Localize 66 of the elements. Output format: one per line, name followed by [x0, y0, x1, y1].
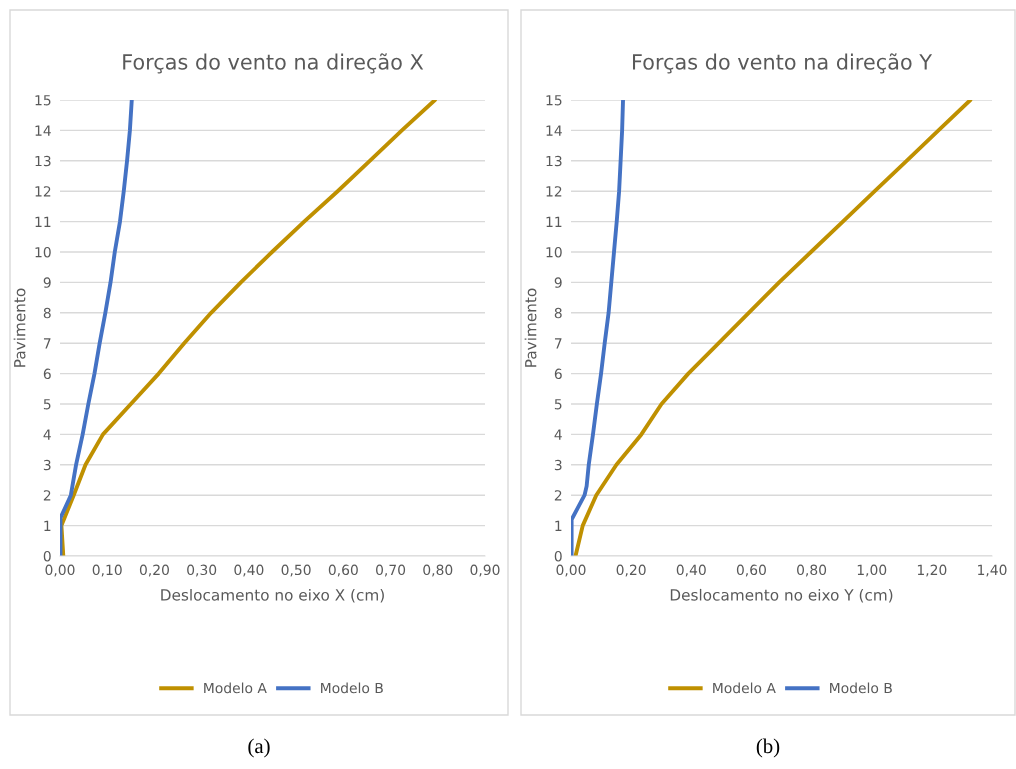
y-tick-label: 1 [44, 520, 51, 531]
legend-label: Modelo B [321, 682, 383, 694]
x-tick-label: 0,70 [376, 564, 406, 577]
text: (b) [756, 738, 780, 758]
y-tick-label: 0 [554, 550, 562, 562]
y-tick-label: 8 [554, 307, 562, 319]
x-tick-label: 0,00 [556, 564, 586, 577]
y-tick-label: 13 [35, 155, 51, 167]
y-tick-label: 1 [555, 520, 562, 531]
x-tick-label: 0,60 [736, 564, 766, 577]
y-tick-label: 2 [554, 490, 562, 501]
y-tick-label: 3 [554, 459, 562, 471]
chart-title: Forças do vento na direção Y [633, 53, 933, 74]
x-tick-label: 0,20 [139, 564, 169, 577]
chart-title: Forças do vento na direção X [123, 53, 424, 74]
text: (a) [248, 738, 270, 758]
y-tick-label: 14 [35, 125, 51, 136]
y-tick-label: 10 [35, 246, 51, 258]
x-tick-label: 0,80 [797, 564, 827, 577]
x-tick-label: 0,80 [423, 564, 453, 577]
y-tick-label: 8 [43, 307, 51, 319]
y-tick-label: 15 [546, 95, 562, 106]
y-tick-label: 7 [554, 338, 562, 349]
y-tick-label: 0 [43, 550, 51, 562]
y-tick-label: 15 [35, 95, 51, 106]
line-series [60, 100, 437, 556]
x-tick-label: 1,20 [917, 564, 947, 577]
y-tick-label: 4 [554, 429, 562, 440]
y-tick-label: 10 [546, 246, 562, 258]
y-tick-label: 5 [554, 399, 562, 410]
x-axis-title: Deslocamento no eixo Y (cm) [670, 588, 893, 603]
x-tick-label: 0,30 [187, 564, 217, 577]
x-tick-label: 0,00 [45, 564, 75, 577]
y-axis-title: Pavimento [524, 288, 537, 367]
legend-label: Modelo B [830, 682, 892, 694]
x-tick-label: 0,20 [616, 564, 646, 577]
y-tick-label: 6 [554, 368, 562, 380]
y-tick-label: 4 [43, 429, 51, 440]
y-tick-label: 2 [43, 490, 51, 501]
x-axis-title: Deslocamento no eixo X (cm) [161, 588, 384, 603]
x-tick-label: 0,40 [676, 564, 706, 577]
y-tick-label: 5 [43, 399, 51, 410]
y-tick-label: 12 [546, 186, 562, 197]
x-tick-label: 0,40 [234, 564, 264, 577]
x-tick-label: 1,00 [857, 564, 887, 577]
x-tick-label: 1,40 [978, 564, 1007, 577]
y-tick-label: 9 [43, 277, 51, 288]
y-tick-label: 9 [554, 277, 562, 288]
x-tick-label: 0,90 [470, 564, 500, 577]
y-tick-label: 12 [35, 186, 51, 197]
y-tick-label: 13 [546, 155, 562, 167]
x-tick-label: 0,10 [92, 564, 122, 577]
line-series [60, 100, 134, 556]
y-tick-label: 6 [43, 368, 51, 380]
y-axis-title: Pavimento [13, 288, 26, 367]
line-series [573, 100, 973, 556]
y-tick-label: 3 [43, 459, 51, 471]
legend-label: Modelo A [713, 682, 776, 694]
legend-label: Modelo A [204, 682, 267, 694]
line-series [571, 100, 625, 556]
x-tick-label: 0,50 [281, 564, 311, 577]
y-tick-label: 14 [546, 125, 562, 136]
y-tick-label: 7 [43, 338, 51, 349]
x-tick-label: 0,60 [328, 564, 358, 577]
y-tick-label: 11 [35, 216, 51, 227]
y-tick-label: 11 [546, 216, 562, 227]
